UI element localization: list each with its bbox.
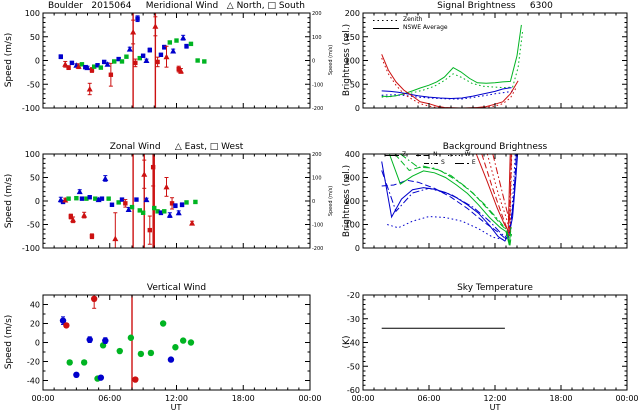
legend-label-nswe-average: NSWE Average <box>403 24 448 31</box>
svg-text:-60: -60 <box>347 386 360 395</box>
svg-text:100: 100 <box>345 221 360 230</box>
background-brightness-legend: Z N W S E <box>385 151 486 167</box>
vertical-xlabel: UT <box>170 403 182 412</box>
svg-text:12:00: 12:00 <box>165 394 188 403</box>
svg-text:00:00: 00:00 <box>31 394 54 403</box>
legend-label-e: E <box>471 159 476 166</box>
legend-label-s: S <box>441 159 445 166</box>
svg-text:00:00: 00:00 <box>615 394 638 403</box>
svg-text:12:00: 12:00 <box>483 394 506 403</box>
svg-text:0: 0 <box>35 339 40 348</box>
svg-text:18:00: 18:00 <box>232 394 255 403</box>
signal-brightness-plot: 200 150 100 50 0 <box>345 9 628 113</box>
svg-text:-30: -30 <box>347 315 360 324</box>
svg-text:40: 40 <box>30 301 40 310</box>
legend-item-e: E <box>454 159 476 167</box>
svg-text:-200: -200 <box>312 246 323 252</box>
background-brightness-title: Background Brightness <box>442 142 548 152</box>
legend-row-nswe-average: NSWE Average <box>373 24 448 32</box>
svg-text:100: 100 <box>312 176 322 182</box>
background-brightness-plot: 400 300 200 100 0 <box>345 150 628 253</box>
dotted-line-sample <box>373 19 399 21</box>
svg-text:100: 100 <box>25 9 40 18</box>
svg-text:0: 0 <box>35 197 40 206</box>
svg-text:0: 0 <box>312 199 315 205</box>
svg-text:100: 100 <box>25 150 40 159</box>
svg-text:06:00: 06:00 <box>98 394 121 403</box>
signal-brightness-title: Signal Brightness 6300 <box>437 1 553 11</box>
legend-label-w: W <box>464 151 471 158</box>
svg-text:0: 0 <box>355 104 360 113</box>
signal-brightness-legend: Zenith NSWE Average <box>373 16 448 32</box>
legend-item-z: Z <box>385 151 406 159</box>
svg-text:150: 150 <box>345 33 360 42</box>
legend-label-n: N <box>433 151 438 158</box>
svg-text:06:00: 06:00 <box>417 394 440 403</box>
svg-text:50: 50 <box>350 80 360 89</box>
legend-item-n: N <box>416 151 438 159</box>
svg-text:-40: -40 <box>347 339 360 348</box>
meridional-wind-title: Boulder 2015064 Meridional Wind △ North,… <box>47 1 305 11</box>
legend-row-zenith: Zenith <box>373 16 448 24</box>
sky-temperature-title: Sky Temperature <box>457 283 533 293</box>
svg-text:300: 300 <box>345 174 360 183</box>
svg-text:0: 0 <box>355 244 360 253</box>
solid-line-sample <box>385 154 399 156</box>
svg-text:-50: -50 <box>27 221 40 230</box>
svg-text:-100: -100 <box>22 104 40 113</box>
meridional-wind-plot: 100 50 0 -50 -100 200 100 0 -100 -200 <box>22 9 324 113</box>
zonal-wind-title: Zonal Wind △ East, □ West <box>109 142 244 152</box>
svg-text:200: 200 <box>345 197 360 206</box>
longdash-line-sample <box>454 162 469 164</box>
svg-text:200: 200 <box>312 152 322 158</box>
legend-item-w: W <box>447 151 471 159</box>
svg-text:50: 50 <box>30 33 40 42</box>
svg-text:00:00: 00:00 <box>351 394 374 403</box>
svg-text:-100: -100 <box>22 244 40 253</box>
svg-text:200: 200 <box>312 11 322 17</box>
dashed-line-sample <box>416 154 431 156</box>
zonal-wind-plot: 100 50 0 -50 -100 200 100 0 -100 -200 <box>22 150 324 253</box>
svg-text:200: 200 <box>345 9 360 18</box>
svg-text:-100: -100 <box>312 82 323 88</box>
dashdot-line-sample <box>424 162 438 164</box>
svg-text:-100: -100 <box>312 223 323 229</box>
svg-text:-20: -20 <box>347 291 360 300</box>
svg-text:-40: -40 <box>27 377 40 386</box>
dotted-line-sample <box>447 154 462 156</box>
sky-xlabel: UT <box>489 403 501 412</box>
vertical-wind-title: Vertical Wind <box>146 283 207 293</box>
svg-text:-200: -200 <box>312 106 323 112</box>
sky-temperature-plot: 00:00 06:00 12:00 18:00 00:00 -20 -30 -40 -50 -60 <box>347 291 639 403</box>
svg-text:100: 100 <box>312 35 322 41</box>
svg-text:400: 400 <box>345 150 360 159</box>
svg-text:-20: -20 <box>27 358 40 367</box>
svg-text:0: 0 <box>312 59 315 65</box>
svg-text:0: 0 <box>35 57 40 66</box>
legend-item-s: S <box>424 159 445 167</box>
legend-label-zenith: Zenith <box>403 16 423 23</box>
legend-row-1: Z N W <box>385 151 486 159</box>
vertical-wind-plot: 00:00 06:00 12:00 18:00 00:00 40 20 0 -20 -40 <box>27 294 322 403</box>
svg-text:18:00: 18:00 <box>549 394 572 403</box>
svg-text:00:00: 00:00 <box>298 394 321 403</box>
legend-row-2: S E <box>424 159 486 167</box>
svg-text:20: 20 <box>30 320 40 329</box>
solid-line-sample <box>373 27 399 29</box>
legend-label-z: Z <box>402 151 407 158</box>
svg-text:-50: -50 <box>347 362 360 371</box>
svg-text:-50: -50 <box>27 80 40 89</box>
svg-text:100: 100 <box>345 57 360 66</box>
svg-text:50: 50 <box>30 174 40 183</box>
